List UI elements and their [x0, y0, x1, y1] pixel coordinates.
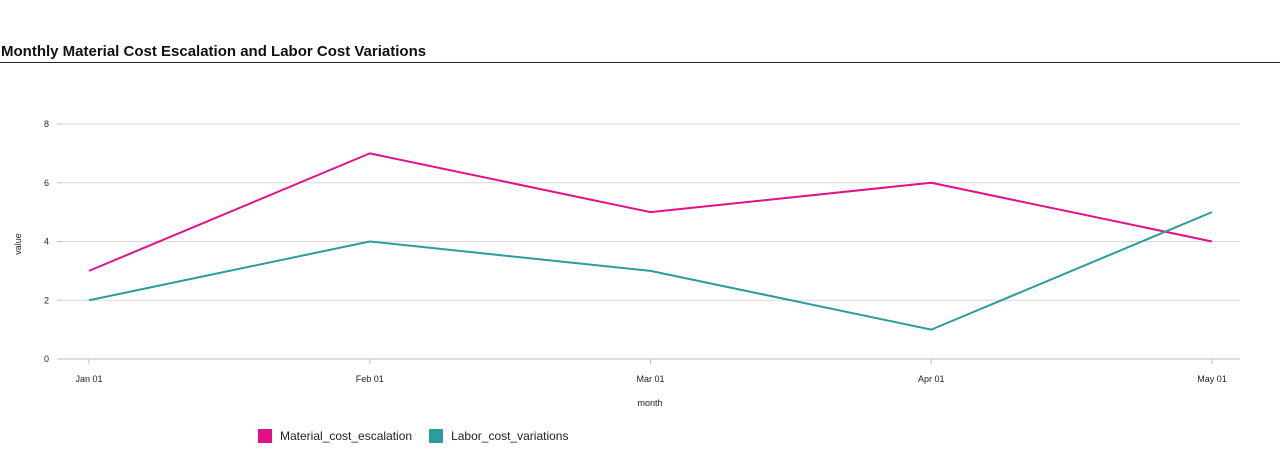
- title-bar: Monthly Material Cost Escalation and Lab…: [0, 0, 1280, 63]
- x-tick-label: Apr 01: [918, 374, 945, 384]
- y-axis-ticks: 0 2 4 6 8: [44, 119, 62, 364]
- y-tick-label: 4: [44, 237, 49, 247]
- y-axis-label: value: [13, 233, 23, 255]
- series-line-labor[interactable]: [88, 211, 1213, 331]
- legend-label-labor: Labor_cost_variations: [451, 429, 569, 443]
- legend-label-material: Material_cost_escalation: [280, 429, 413, 443]
- legend-item-labor[interactable]: Labor_cost_variations: [429, 429, 568, 443]
- legend-item-material[interactable]: Material_cost_escalation: [258, 429, 412, 443]
- chart-title: Monthly Material Cost Escalation and Lab…: [1, 43, 427, 60]
- x-axis-label: month: [637, 398, 662, 408]
- y-tick-label: 2: [44, 295, 49, 305]
- x-tick-label: Jan 01: [75, 374, 102, 384]
- legend-swatch-labor: [429, 429, 444, 443]
- gridlines: [62, 123, 1240, 360]
- x-tick-label: May 01: [1197, 374, 1227, 384]
- legend: Material_cost_escalation Labor_cost_vari…: [258, 429, 585, 443]
- legend-swatch-material: [258, 429, 272, 443]
- x-tick-label: Feb 01: [356, 374, 384, 384]
- y-tick-label: 0: [44, 354, 49, 364]
- series-line-material[interactable]: [88, 152, 1213, 272]
- series-lines: [88, 152, 1213, 331]
- y-tick-label: 6: [44, 178, 49, 188]
- x-axis-ticks: Jan 01 Feb 01 Mar 01 Apr 01 May 01: [75, 359, 1227, 384]
- y-tick-label: 8: [44, 119, 49, 129]
- x-tick-label: Mar 01: [636, 374, 664, 384]
